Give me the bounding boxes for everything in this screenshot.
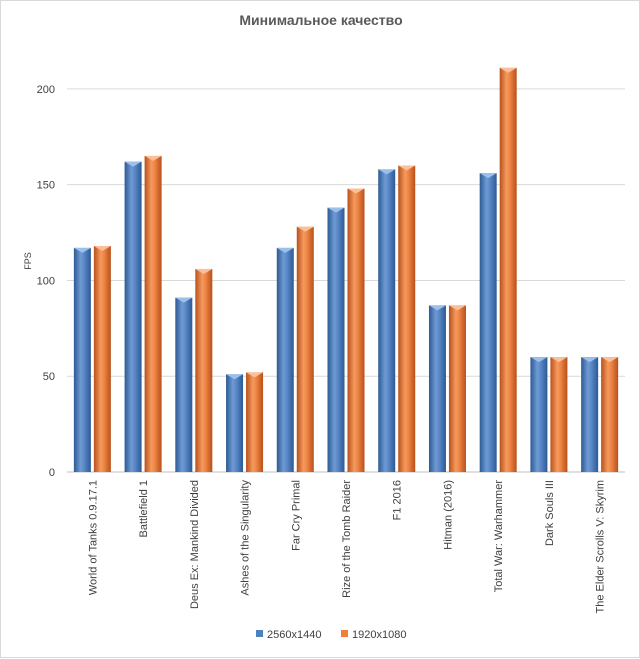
bar-cap [124, 161, 142, 167]
bar-series-2 [93, 245, 111, 472]
bar-cap [378, 169, 396, 175]
bar-cap [347, 188, 365, 194]
bar-cap [581, 357, 599, 363]
x-tick-label: Total War: Warhammer [493, 480, 505, 593]
bar-cap [73, 247, 91, 253]
bar-series-2 [195, 268, 213, 472]
bar-cap [398, 165, 416, 171]
bar-series-1 [581, 357, 599, 472]
y-tick-label: 50 [43, 371, 55, 383]
bar-series-1 [73, 247, 91, 472]
bar-series-2 [347, 188, 365, 472]
bar-series-2 [398, 165, 416, 472]
x-tick-label: Dark Souls III [544, 480, 556, 546]
bar-cap [448, 305, 466, 311]
bar-series-2 [246, 372, 264, 472]
bar-cap [226, 374, 244, 380]
bar-cap [327, 207, 345, 213]
x-tick-label: Ashes of the Singularity [240, 480, 252, 596]
bar-series-1 [378, 169, 396, 472]
bar-cap [296, 226, 314, 232]
bar-cap [144, 155, 162, 161]
bar-cap [93, 245, 111, 251]
bar-cap [276, 247, 294, 253]
y-tick-label: 150 [37, 180, 55, 192]
bar-cap [479, 173, 497, 179]
bar-series-2 [296, 226, 314, 472]
bar-series-2 [499, 67, 517, 472]
bar-series-1 [276, 247, 294, 472]
bar-series-1 [479, 173, 497, 472]
legend: 2560x1440 1920x1080 [256, 629, 406, 641]
bar-series-1 [226, 374, 244, 472]
bars [73, 67, 619, 473]
bar-series-2 [144, 155, 162, 472]
legend-swatch [256, 630, 263, 637]
chart-title: Минимальное качество [239, 12, 402, 28]
x-tick-label: F1 2016 [392, 480, 404, 520]
bar-cap [499, 67, 517, 73]
bar-series-2 [550, 357, 568, 472]
x-tick-label: World of Tanks 0.9.17.1 [87, 480, 99, 595]
bar-series-2 [601, 357, 619, 472]
bar-cap [428, 305, 446, 311]
y-axis-ticks: 0 50 100 150 200 [37, 84, 55, 479]
legend-label: 2560x1440 [267, 629, 321, 641]
bar-series-1 [428, 305, 446, 472]
x-tick-label: Rize of the Tomb Raider [341, 480, 353, 598]
bar-series-1 [327, 207, 345, 473]
x-tick-label: Deus Ex: Mankind Divided [189, 480, 201, 609]
x-tick-label: The Elder Scrolls V: Skyrim [595, 480, 607, 613]
bar-series-1 [530, 357, 548, 472]
bar-cap [601, 357, 619, 363]
x-tick-label: Far Cry Primal [290, 480, 302, 551]
bar-cap [246, 372, 264, 378]
x-axis-ticks: World of Tanks 0.9.17.1 Battlefield 1 Deus… [87, 480, 606, 614]
bar-series-2 [448, 305, 466, 472]
legend-label: 1920x1080 [352, 629, 406, 641]
y-tick-label: 0 [49, 467, 55, 479]
bar-cap [175, 297, 193, 303]
y-axis-label: FPS [23, 252, 33, 270]
legend-swatch [341, 630, 348, 637]
y-tick-label: 100 [37, 275, 55, 287]
x-tick-label: Hitman (2016) [442, 480, 454, 550]
x-tick-label: Battlefield 1 [138, 480, 150, 537]
bar-cap [550, 357, 568, 363]
bar-cap [530, 357, 548, 363]
bar-series-1 [175, 297, 193, 472]
y-tick-label: 200 [37, 84, 55, 96]
bar-series-1 [124, 161, 142, 472]
bar-cap [195, 268, 213, 274]
